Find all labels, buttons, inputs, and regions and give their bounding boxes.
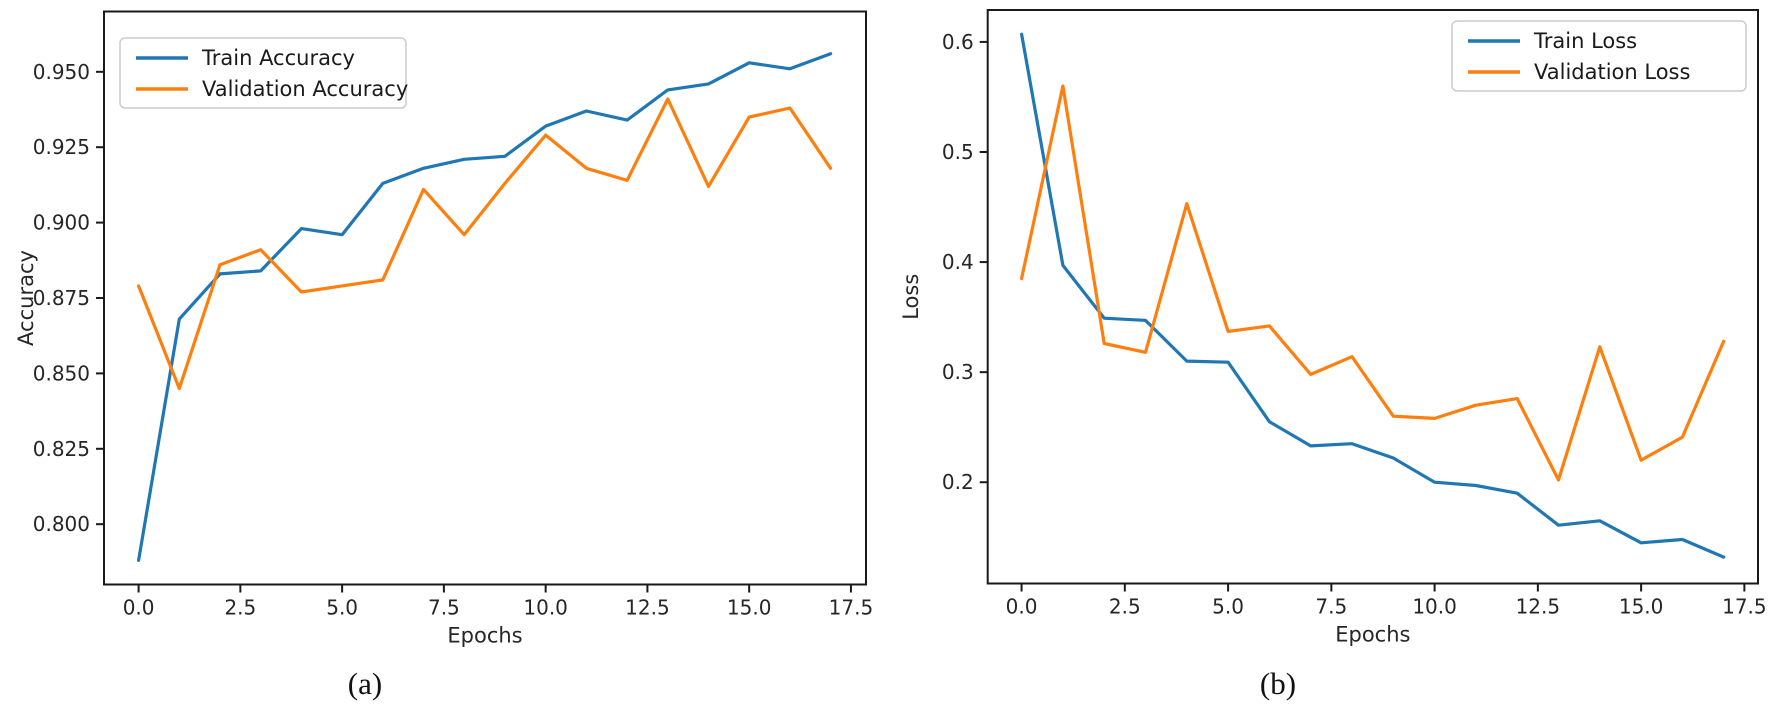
loss-chart-xtick-label: 2.5 — [1109, 595, 1141, 619]
loss-chart-train-loss-line — [1019, 32, 1726, 559]
accuracy-chart-xtick-label: 5.0 — [326, 596, 358, 620]
accuracy-chart-validation-accuracy-line — [137, 97, 833, 391]
loss-chart-ytick-label: 0.4 — [942, 250, 974, 274]
loss-chart-plot-frame — [986, 9, 1759, 585]
accuracy-chart-xtick-label: 2.5 — [224, 596, 256, 620]
accuracy-chart-ytick-label: 0.800 — [33, 512, 90, 536]
caption-a: (a) — [347, 666, 383, 701]
accuracy-chart-xtick-label: 10.0 — [523, 596, 568, 620]
accuracy-chart-legend-label: Validation Accuracy — [202, 77, 408, 101]
accuracy-chart-ytick-label: 0.875 — [33, 286, 90, 310]
accuracy-chart-ytick-label: 0.850 — [33, 361, 90, 385]
loss-chart-validation-loss-line — [1019, 84, 1726, 482]
accuracy-chart-xtick-label: 15.0 — [727, 596, 772, 620]
accuracy-chart-ylabel: Accuracy — [14, 250, 38, 346]
loss-chart-legend-box — [1451, 20, 1747, 92]
accuracy-chart-xtick-label: 12.5 — [625, 596, 670, 620]
charts-svg: 0.0 2.5 5.0 7.5 10.0 12.5 15.0 17.5 0.800 0.825 0.… — [14, 9, 1767, 648]
accuracy-chart-xtick-label: 7.5 — [428, 596, 460, 620]
loss-chart-xtick-label: 0.0 — [1006, 595, 1038, 619]
accuracy-chart-xtick-label: 17.5 — [829, 596, 874, 620]
caption-b: (b) — [1259, 666, 1297, 701]
accuracy-chart-ytick-label: 0.950 — [33, 60, 90, 84]
accuracy-chart-legend-box — [119, 37, 407, 109]
loss-chart-legend-label: Validation Loss — [1534, 60, 1690, 84]
loss-chart-xlabel: Epochs — [1335, 623, 1410, 647]
accuracy-chart-xlabel: Epochs — [447, 624, 522, 648]
loss-chart-ytick-label: 0.6 — [942, 30, 974, 54]
accuracy-chart-xtick-label: 0.0 — [123, 596, 155, 620]
loss-chart-xtick-label: 10.0 — [1412, 595, 1457, 619]
accuracy-chart-ytick-label: 0.900 — [33, 211, 90, 235]
accuracy-chart-ytick-label: 0.925 — [33, 135, 90, 159]
loss-chart-xtick-label: 5.0 — [1212, 595, 1244, 619]
loss-chart-xtick-label: 7.5 — [1315, 595, 1347, 619]
accuracy-chart-train-accuracy-line — [137, 52, 833, 563]
loss-chart-xtick-label: 17.5 — [1722, 595, 1767, 619]
accuracy-chart-legend-label: Train Accuracy — [201, 46, 355, 70]
loss-chart-legend-label: Train Loss — [1533, 29, 1637, 53]
loss-chart-ytick-label: 0.2 — [942, 470, 974, 494]
loss-chart-ytick-label: 0.5 — [942, 140, 974, 164]
loss-chart-ytick-label: 0.3 — [942, 360, 974, 384]
loss-chart-xtick-label: 15.0 — [1619, 595, 1664, 619]
accuracy-chart-ytick-label: 0.825 — [33, 437, 90, 461]
loss-chart-ylabel: Loss — [899, 274, 923, 320]
loss-chart-xtick-label: 12.5 — [1516, 595, 1561, 619]
